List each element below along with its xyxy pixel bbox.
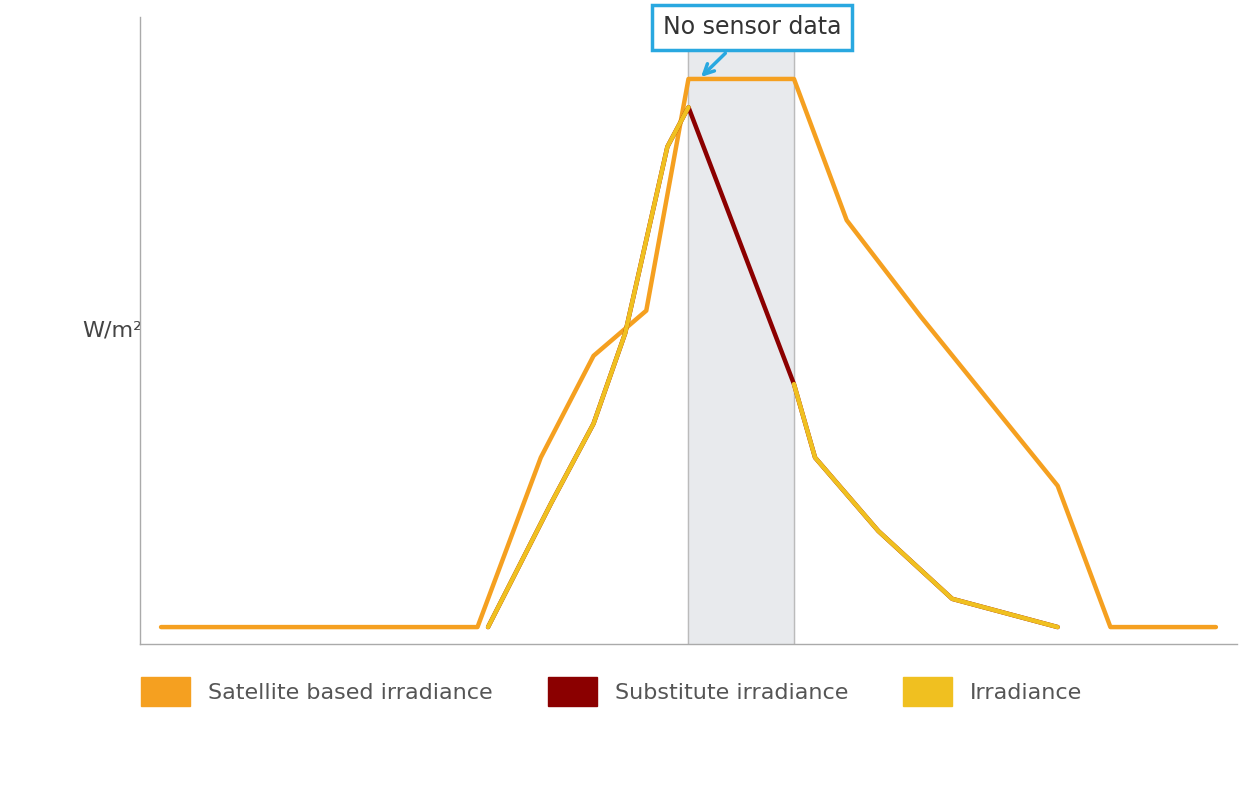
Legend: Satellite based irradiance, Substitute irradiance, Irradiance: Satellite based irradiance, Substitute i… xyxy=(133,668,1092,714)
Y-axis label: W/m²: W/m² xyxy=(83,321,143,341)
Bar xyxy=(689,17,794,644)
Text: No sensor data: No sensor data xyxy=(662,15,841,74)
